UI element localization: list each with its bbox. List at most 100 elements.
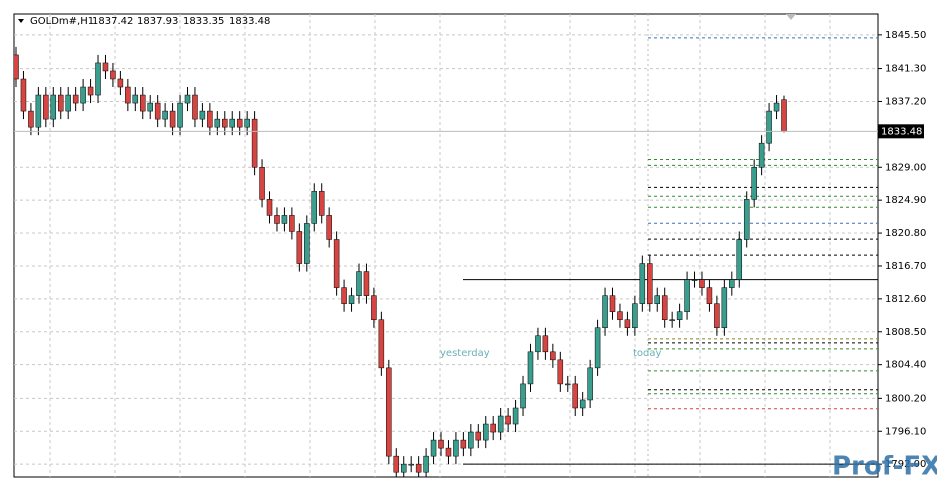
candle-body — [117, 78, 124, 88]
candle-body — [691, 279, 698, 281]
y-tick-label: 1824.90 — [885, 195, 926, 206]
candle-body — [602, 295, 608, 328]
candle-body — [393, 455, 400, 473]
candle-body — [72, 94, 79, 104]
candle-body — [565, 383, 571, 386]
candle-body — [259, 167, 265, 200]
candle-body — [758, 142, 765, 168]
candle-body — [527, 351, 534, 385]
candle-body — [542, 335, 549, 353]
candle-body — [371, 295, 377, 320]
candle-body — [154, 102, 161, 120]
candle-body — [14, 54, 19, 80]
shift-marker — [786, 14, 796, 20]
candle-body — [177, 102, 183, 128]
candle-body — [557, 359, 564, 385]
candle-body — [333, 239, 340, 288]
candle-body — [654, 295, 660, 304]
candle-body — [162, 110, 168, 120]
candle-body — [632, 303, 638, 328]
candle-body — [356, 271, 362, 296]
candle-body — [579, 399, 586, 409]
y-tick-label: 1804.40 — [885, 360, 926, 371]
candle-body — [617, 311, 623, 320]
candle-body — [132, 94, 139, 104]
candle-body — [386, 367, 392, 457]
candle-body — [102, 62, 109, 72]
y-tick-label: 1792.00 — [885, 459, 926, 470]
y-tick-label: 1800.20 — [885, 393, 926, 404]
y-tick-label: 1820.80 — [885, 228, 926, 239]
levels — [463, 14, 878, 477]
candle-body — [199, 110, 206, 120]
candle-body — [520, 383, 526, 409]
candle-body — [639, 263, 646, 304]
candle-body — [222, 118, 228, 128]
candle-body — [482, 423, 489, 441]
candle-body — [587, 367, 593, 401]
candle-body — [408, 463, 414, 466]
price-box — [878, 124, 924, 139]
candle-body — [624, 319, 631, 328]
candle-body — [676, 311, 683, 320]
candle-body — [341, 287, 347, 304]
candle-body — [326, 215, 332, 240]
candle-body — [721, 287, 728, 328]
candle-body — [684, 279, 690, 312]
candle-body — [244, 118, 250, 128]
candle-body — [609, 295, 616, 312]
symbol: GOLDm#,H1 — [30, 16, 94, 27]
candle-body — [363, 271, 370, 296]
candle-body — [192, 94, 198, 120]
candle-body — [505, 415, 511, 425]
y-tick-label: 1796.10 — [885, 426, 926, 437]
candle-body — [468, 431, 474, 449]
candle-body — [453, 439, 459, 457]
candle-body — [714, 303, 720, 328]
candle-body — [125, 86, 131, 104]
candle-body — [57, 94, 64, 112]
candle-body — [184, 94, 191, 104]
candle-body — [110, 70, 116, 80]
candle-body — [766, 110, 772, 144]
y-tick-label: 1845.50 — [885, 30, 926, 41]
candle-body — [497, 415, 504, 433]
candle-body — [95, 62, 101, 96]
candle-body — [348, 295, 355, 304]
candle-body — [430, 439, 437, 457]
candle-body — [236, 118, 243, 128]
annotation: today — [633, 348, 662, 359]
y-tick-label: 1816.70 — [885, 261, 926, 272]
candle-body — [736, 239, 743, 280]
candle-body — [207, 110, 213, 128]
candle-body — [445, 447, 452, 457]
candle-body — [147, 102, 153, 112]
candle-body — [773, 102, 780, 112]
annotation: yesterday — [440, 348, 490, 359]
candle-body — [43, 94, 49, 120]
candle-body — [65, 94, 71, 112]
header-close: 1833.48 — [229, 16, 270, 27]
candle-body — [400, 463, 407, 473]
candle-body — [490, 423, 496, 433]
header-low: 1833.35 — [183, 16, 224, 27]
candle-body — [438, 439, 444, 449]
candle-body — [35, 94, 42, 128]
watermark: Prof-FX — [832, 452, 937, 482]
candle-body — [251, 118, 258, 168]
candle-body — [781, 99, 787, 132]
y-tick-label: 1808.50 — [885, 327, 926, 338]
candle-body — [281, 215, 288, 224]
candle-body — [743, 199, 750, 240]
candle-body — [669, 319, 675, 321]
candle-body — [266, 199, 273, 216]
candle-body — [311, 191, 318, 224]
candle-body — [706, 287, 713, 304]
candle-body — [20, 78, 27, 112]
candle-body — [460, 439, 467, 449]
candle-body — [50, 94, 57, 120]
candle-body — [296, 231, 303, 264]
candle-body — [550, 351, 556, 361]
